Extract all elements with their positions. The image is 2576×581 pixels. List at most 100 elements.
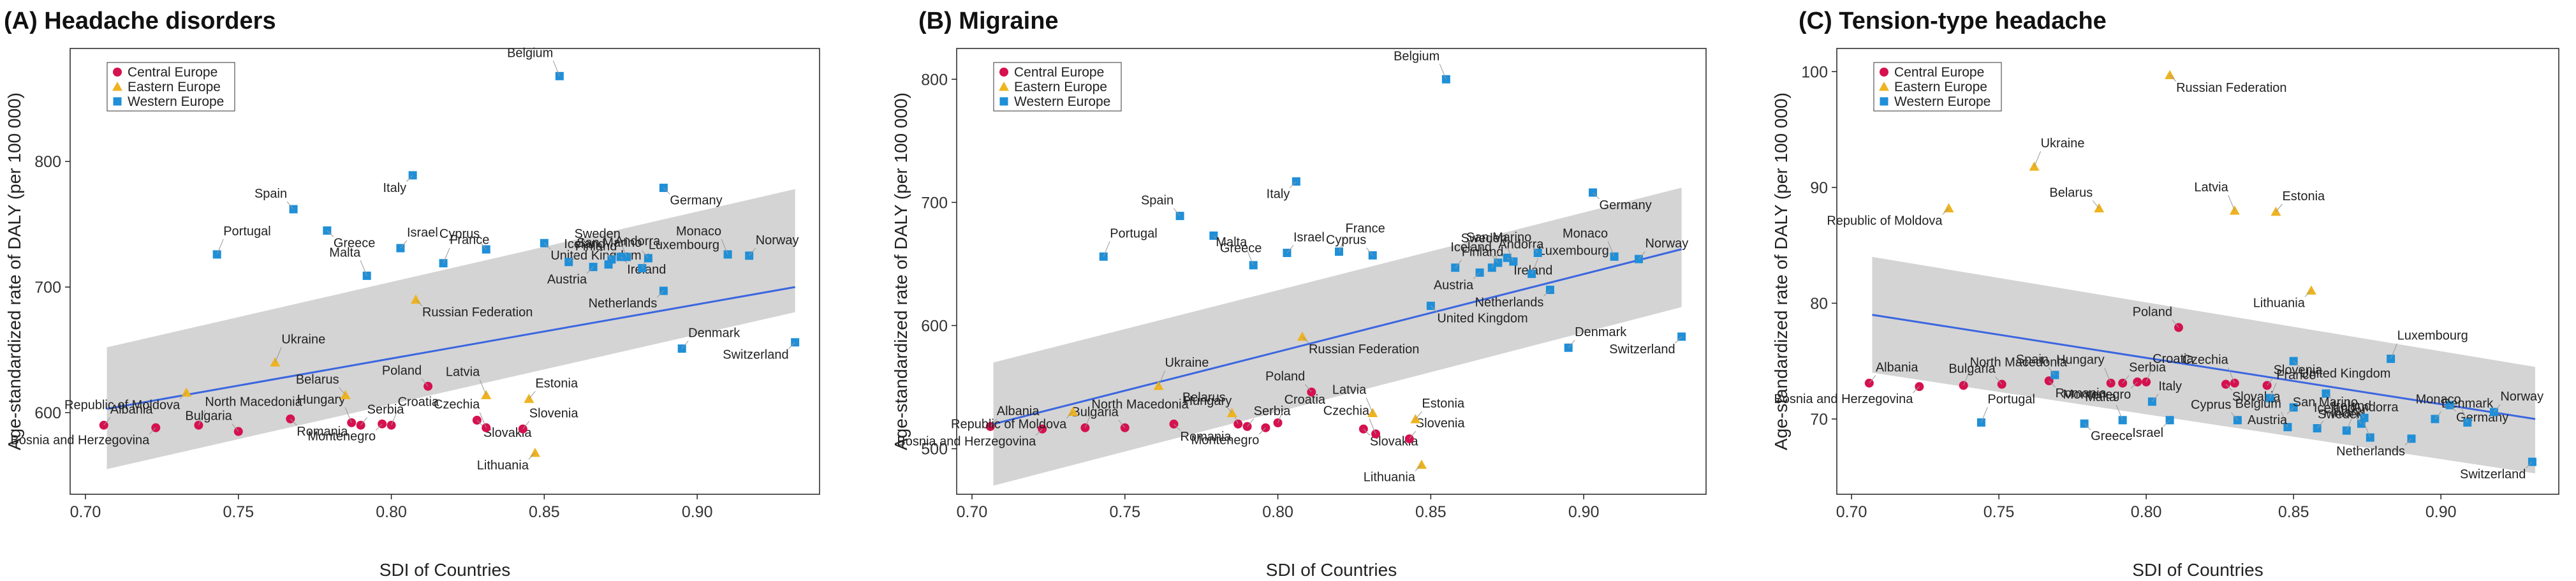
label-leader [2390,343,2398,359]
label-leader [2346,415,2353,431]
label-leader [2281,411,2288,427]
trend-line [1872,314,2536,420]
point-label-denmark: Denmark [1575,325,1627,339]
label-leader [232,423,239,432]
point-label-denmark: Denmark [2441,397,2494,411]
legend-label-western-europe: Western Europe [128,94,224,109]
point-label-czechia: Czechia [434,398,480,412]
label-leader [391,409,399,425]
confidence-band [1872,256,2536,474]
legend-box [1873,62,2002,112]
point-label-andorra: Andorra [1498,238,1544,252]
label-leader [1415,464,1422,472]
label-leader [1593,192,1600,200]
label-leader [2172,320,2179,328]
point-label-greece: Greece [2091,429,2133,443]
label-leader [2267,378,2274,386]
point-label-switzerland: Switzerland [723,348,788,362]
label-leader [1304,384,1312,393]
label-leader [103,417,111,426]
legend-symbol-central-europe-circle [1880,68,1888,77]
x-tick-label: 0.80 [376,503,407,521]
y-tick-label: 500 [921,441,948,459]
label-leader [2304,290,2312,297]
point-label-russian-federation: Russian Federation [2176,81,2286,95]
panel-headache-disorders: (A) Headache disorders 0.70 0.75 0.80 0.85 0.… [4,8,820,580]
label-leader [400,240,408,249]
point-label-bulgaria: Bulgaria [1071,406,1119,420]
point-label-greece: Greece [1220,242,1262,256]
label-leader [2049,380,2056,388]
point-label-montenegro: Montenegro [307,430,376,444]
point-label-malta: Malta [2085,390,2117,404]
label-leader [2092,200,2100,209]
label-leader [375,423,383,431]
point-label-croatia: Croatia [398,395,439,409]
point-label-ireland: Ireland [2332,399,2371,413]
label-leader [2404,438,2412,446]
point-label-finland: Finland [575,240,617,254]
point-label-spain: Spain [2016,353,2049,367]
label-leader [2230,412,2238,421]
label-leader [1607,241,1615,257]
x-tick-label: 0.90 [682,503,713,521]
point-label-latvia: Latvia [2194,180,2228,195]
label-leader [1173,208,1181,216]
point-label-poland: Poland [382,364,422,378]
point-label-republic-of-moldova: Republic of Moldova [951,418,1067,432]
legend-label-central-europe: Central Europe [1014,65,1104,80]
y-tick-label: 600 [921,317,948,335]
point-label-cyprus: Cyprus [1326,233,1366,247]
point-label-belarus: Belarus [2049,186,2093,200]
point-label-austria: Austria [2248,413,2288,427]
legend-label-eastern-europe: Eastern Europe [128,80,221,94]
point-label-sweden: Sweden [2318,408,2364,422]
x-tick-label: 0.70 [1836,503,1867,521]
label-leader [2449,404,2457,412]
point-label-netherlands: Netherlands [589,297,658,311]
label-leader [2355,415,2362,424]
point-label-monaco: Monaco [676,224,721,239]
label-leader [1942,208,1949,215]
x-tick-label: 0.75 [223,503,254,521]
label-leader [2357,409,2365,418]
label-leader [2163,420,2170,427]
label-leader [421,378,429,386]
label-leader [2122,375,2130,384]
point-label-luxembourg: Luxembourg [649,239,719,253]
label-leader [2461,407,2468,423]
point-label-latvia: Latvia [1332,383,1367,397]
label-leader [2325,393,2333,401]
point-label-portugal: Portugal [223,224,271,239]
y-tick-label: 600 [34,404,61,422]
x-axis-label: SDI of Countries [379,560,510,580]
point-label-ukraine: Ukraine [281,332,325,346]
point-label-romania: Romania [1181,430,1232,444]
label-leader [2225,384,2233,391]
point-label-bosnia-and-herzegovina: Bosnia and Herzegovina [897,435,1036,449]
legend-label-central-europe: Central Europe [128,65,217,80]
label-leader [290,418,297,426]
point-label-denmark: Denmark [688,327,740,341]
y-axis-label: Age-standardized rate of DALY (per 100 0… [1771,92,1791,450]
label-leader [586,267,594,274]
point-label-norway: Norway [756,233,799,247]
point-label-portugal: Portugal [1110,226,1158,240]
label-leader [198,409,205,425]
point-label-croatia: Croatia [1284,393,1326,407]
trend-line [107,286,795,410]
point-label-malta: Malta [329,246,361,260]
y-axis-label: Age-standardized rate of DALY (per 100 0… [4,92,24,450]
x-tick-label: 0.85 [2278,503,2309,521]
point-label-norway: Norway [1645,237,1688,251]
label-leader [605,251,612,260]
x-tick-label: 0.85 [1415,503,1446,521]
point-label-sweden: Sweden [1461,232,1507,246]
point-label-norway: Norway [2500,390,2543,404]
label-leader [1277,407,1285,423]
label-leader [327,230,334,237]
point-label-russian-federation: Russian Federation [1309,342,1419,357]
label-leader [149,427,156,434]
point-label-ukraine: Ukraine [2041,136,2085,151]
point-label-andorra: Andorra [615,235,661,249]
